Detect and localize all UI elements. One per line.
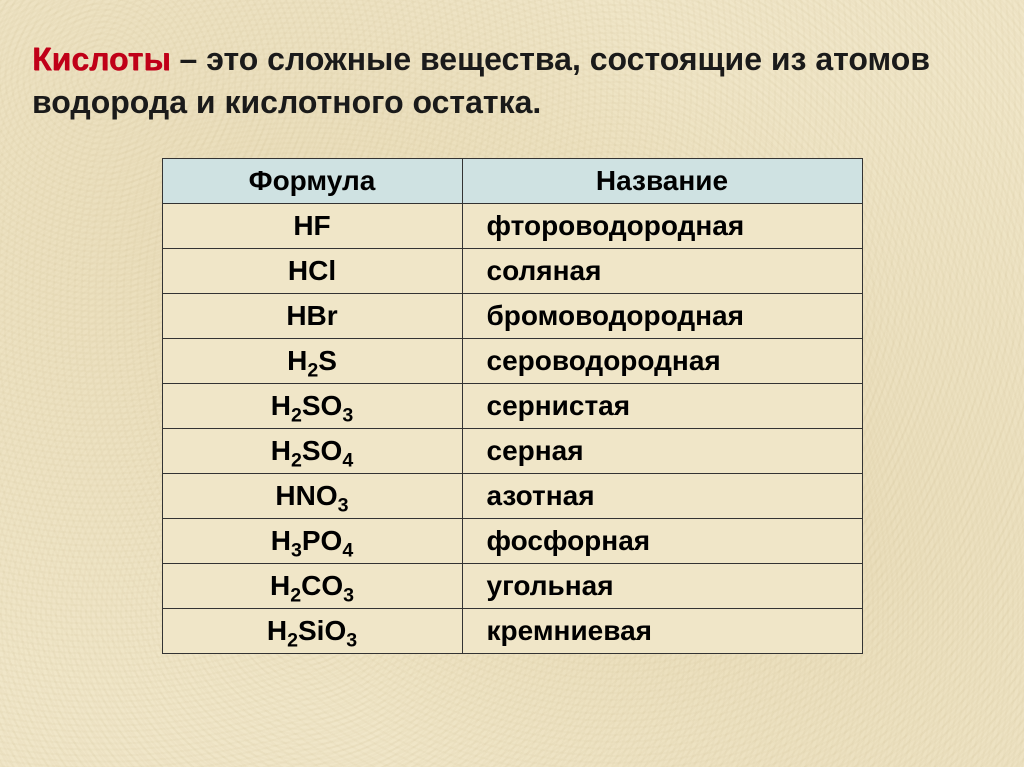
table-row: H2SO3сернистая [162, 384, 862, 429]
name-cell: фосфорная [462, 519, 862, 564]
formula-cell: HNO3 [162, 474, 462, 519]
definition-term: Кислоты [32, 41, 171, 77]
name-cell: угольная [462, 564, 862, 609]
formula-cell: H2SO3 [162, 384, 462, 429]
formula-cell: H2SO4 [162, 429, 462, 474]
table-row: H2SO4серная [162, 429, 862, 474]
name-cell: сероводородная [462, 339, 862, 384]
name-cell: кремниевая [462, 609, 862, 654]
formula-cell: HCl [162, 249, 462, 294]
col-header-name: Название [462, 159, 862, 204]
formula-cell: H2SiO3 [162, 609, 462, 654]
table-row: HClсоляная [162, 249, 862, 294]
table-row: HFфтороводородная [162, 204, 862, 249]
formula-cell: H3PO4 [162, 519, 462, 564]
table-row: HNO3азотная [162, 474, 862, 519]
formula-cell: H2S [162, 339, 462, 384]
name-cell: серная [462, 429, 862, 474]
table-row: H2CO3угольная [162, 564, 862, 609]
table-header-row: Формула Название [162, 159, 862, 204]
name-cell: бромоводородная [462, 294, 862, 339]
table-row: H3PO4фосфорная [162, 519, 862, 564]
table-row: HBrбромоводородная [162, 294, 862, 339]
col-header-formula: Формула [162, 159, 462, 204]
table-row: H2Sсероводородная [162, 339, 862, 384]
acids-table: Формула Название HFфтороводороднаяHClсол… [162, 158, 863, 654]
formula-cell: HBr [162, 294, 462, 339]
definition-dash: – [171, 41, 207, 77]
acids-tbody: HFфтороводороднаяHClсолянаяHBrбромоводор… [162, 204, 862, 654]
definition-heading: Кислоты – это сложные вещества, состоящи… [0, 0, 1024, 140]
name-cell: соляная [462, 249, 862, 294]
name-cell: азотная [462, 474, 862, 519]
acids-table-wrap: Формула Название HFфтороводороднаяHClсол… [0, 158, 1024, 654]
formula-cell: H2CO3 [162, 564, 462, 609]
name-cell: фтороводородная [462, 204, 862, 249]
formula-cell: HF [162, 204, 462, 249]
table-row: H2SiO3кремниевая [162, 609, 862, 654]
name-cell: сернистая [462, 384, 862, 429]
